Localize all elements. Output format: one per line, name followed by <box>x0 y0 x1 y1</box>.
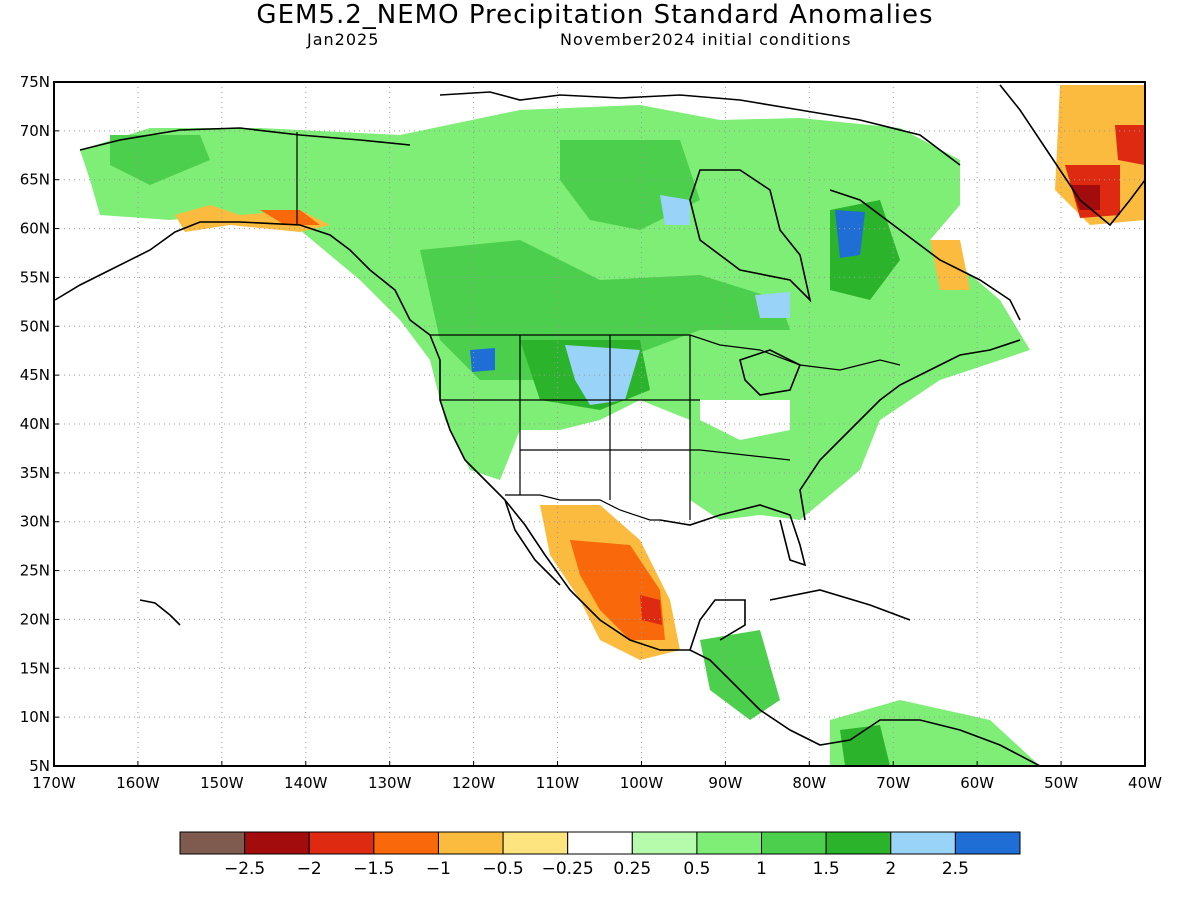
anomaly-greenland-darkred <box>1070 185 1100 210</box>
coast-gulf <box>659 504 807 567</box>
lon-tick-label: 80W <box>792 774 826 792</box>
lat-tick-label: 10N <box>20 708 50 726</box>
colorbar-swatch <box>696 831 763 855</box>
lon-tick-label: 70W <box>876 774 910 792</box>
coast-alaska-north <box>79 127 411 151</box>
lat-tick-label: 45N <box>20 366 50 384</box>
colorbar-label: 0.5 <box>683 859 710 879</box>
coast-yucatan <box>689 599 746 651</box>
coast-alaska <box>54 221 431 336</box>
colorbar-label: 2 <box>885 859 896 879</box>
anomaly-plains-blue <box>565 345 640 405</box>
lat-tick-label: 55N <box>20 268 50 286</box>
initial-conditions: November2024 initial conditions <box>560 30 852 49</box>
lon-tick-label: 160W <box>116 774 160 792</box>
lat-tick-label: 35N <box>20 464 50 482</box>
colorbar-swatch <box>502 831 569 855</box>
political-borders <box>296 132 901 521</box>
anomaly-alaska-red <box>260 210 320 225</box>
lat-tick-label: 50N <box>20 317 50 335</box>
latitude-labels: 75N 70N 65N 60N 55N 50N 45N 40N 35N 30N 25N 20N 15N 1… <box>20 73 59 775</box>
coast-baja <box>504 499 561 586</box>
anomaly-centam-green <box>700 630 780 720</box>
anomaly-southam-green-dark <box>840 725 890 766</box>
colorbar-swatch <box>567 831 633 855</box>
lon-tick-label: 60W <box>960 774 994 792</box>
coastlines <box>54 84 1145 766</box>
lon-tick-label: 50W <box>1044 774 1078 792</box>
colorbar-swatch <box>437 831 504 855</box>
lon-tick-label: 90W <box>708 774 742 792</box>
colorbar-label: 1 <box>756 859 767 879</box>
lat-tick-label: 40N <box>20 415 50 433</box>
colorbar-label: −2 <box>297 859 322 879</box>
lon-tick-label: 100W <box>620 774 664 792</box>
colorbar <box>179 831 1021 855</box>
lat-tick-label: 75N <box>20 73 50 91</box>
coast-great-lakes <box>739 349 802 396</box>
lat-tick-label: 60N <box>20 220 50 238</box>
coast-cuba <box>769 589 911 621</box>
coast-hudson-bay <box>689 169 812 303</box>
coast-east-us <box>799 339 1021 521</box>
colorbar-swatch <box>890 831 956 855</box>
anomaly-us-east-white <box>700 400 790 440</box>
border-us-canada <box>430 334 901 371</box>
map-title: GEM5.2_NEMO Precipitation Standard Anoma… <box>256 0 934 30</box>
lat-tick-label: 5N <box>29 757 50 775</box>
lat-tick-label: 15N <box>20 659 50 677</box>
anomaly-yukon-green-dark <box>110 135 210 185</box>
coast-arctic-islands <box>439 91 961 166</box>
colorbar-label: 1.5 <box>813 859 840 879</box>
coast-labrador <box>829 189 1021 321</box>
colorbar-label: −1 <box>426 859 451 879</box>
lat-tick-label: 30N <box>20 513 50 531</box>
lat-tick-label: 25N <box>20 562 50 580</box>
anomaly-greenland-east-red <box>1115 125 1145 165</box>
colorbar-label: −1.5 <box>353 859 394 879</box>
colorbar-swatch <box>308 831 375 855</box>
colorbar-swatch <box>373 831 439 855</box>
lon-tick-label: 170W <box>32 774 76 792</box>
lat-tick-label: 65N <box>20 171 50 189</box>
anomaly-quebec-blue <box>835 210 865 258</box>
colorbar-swatch <box>761 831 827 855</box>
colorbar-swatch <box>244 831 310 855</box>
anomaly-mexico-red <box>640 595 662 625</box>
lat-tick-label: 70N <box>20 122 50 140</box>
lon-tick-label: 120W <box>452 774 496 792</box>
anomaly-ontario-blue <box>755 292 790 318</box>
lon-tick-label: 110W <box>536 774 580 792</box>
colorbar-swatch <box>631 831 698 855</box>
colorbar-swatch <box>954 831 1021 855</box>
lat-tick-label: 20N <box>20 610 50 628</box>
longitude-labels: 170W 160W 150W 140W 130W 120W 110W 100W 90W 80W 70… <box>32 761 1162 792</box>
lon-tick-label: 130W <box>368 774 412 792</box>
colorbar-swatch <box>179 831 246 855</box>
colorbar-label: 0.25 <box>613 859 651 879</box>
anomaly-mexico-orange <box>570 540 665 640</box>
anomaly-north-green-dark <box>420 240 790 380</box>
colorbar-label: −2.5 <box>224 859 265 879</box>
border-state-4 <box>520 449 791 461</box>
anomaly-pnw-blue <box>470 348 495 372</box>
anomaly-hudson-blue <box>660 195 690 225</box>
coast-hawaii <box>139 599 181 626</box>
coast-west-us <box>429 334 1041 766</box>
lon-tick-label: 150W <box>200 774 244 792</box>
border-us-mexico <box>505 494 660 521</box>
colorbar-label: −0.5 <box>482 859 523 879</box>
lon-tick-label: 140W <box>284 774 328 792</box>
colorbar-swatch <box>825 831 892 855</box>
colorbar-label: −0.25 <box>542 859 594 879</box>
coast-greenland <box>999 84 1145 227</box>
anomaly-shading <box>80 85 1145 766</box>
colorbar-label: 2.5 <box>942 859 969 879</box>
forecast-month: Jan2025 <box>307 30 380 49</box>
lon-tick-label: 40W <box>1128 774 1162 792</box>
colorbar-labels: −2.5 −2 −1.5 −1 −0.5 −0.25 0.25 0.5 1 1.5 2 2.5 <box>224 859 969 879</box>
